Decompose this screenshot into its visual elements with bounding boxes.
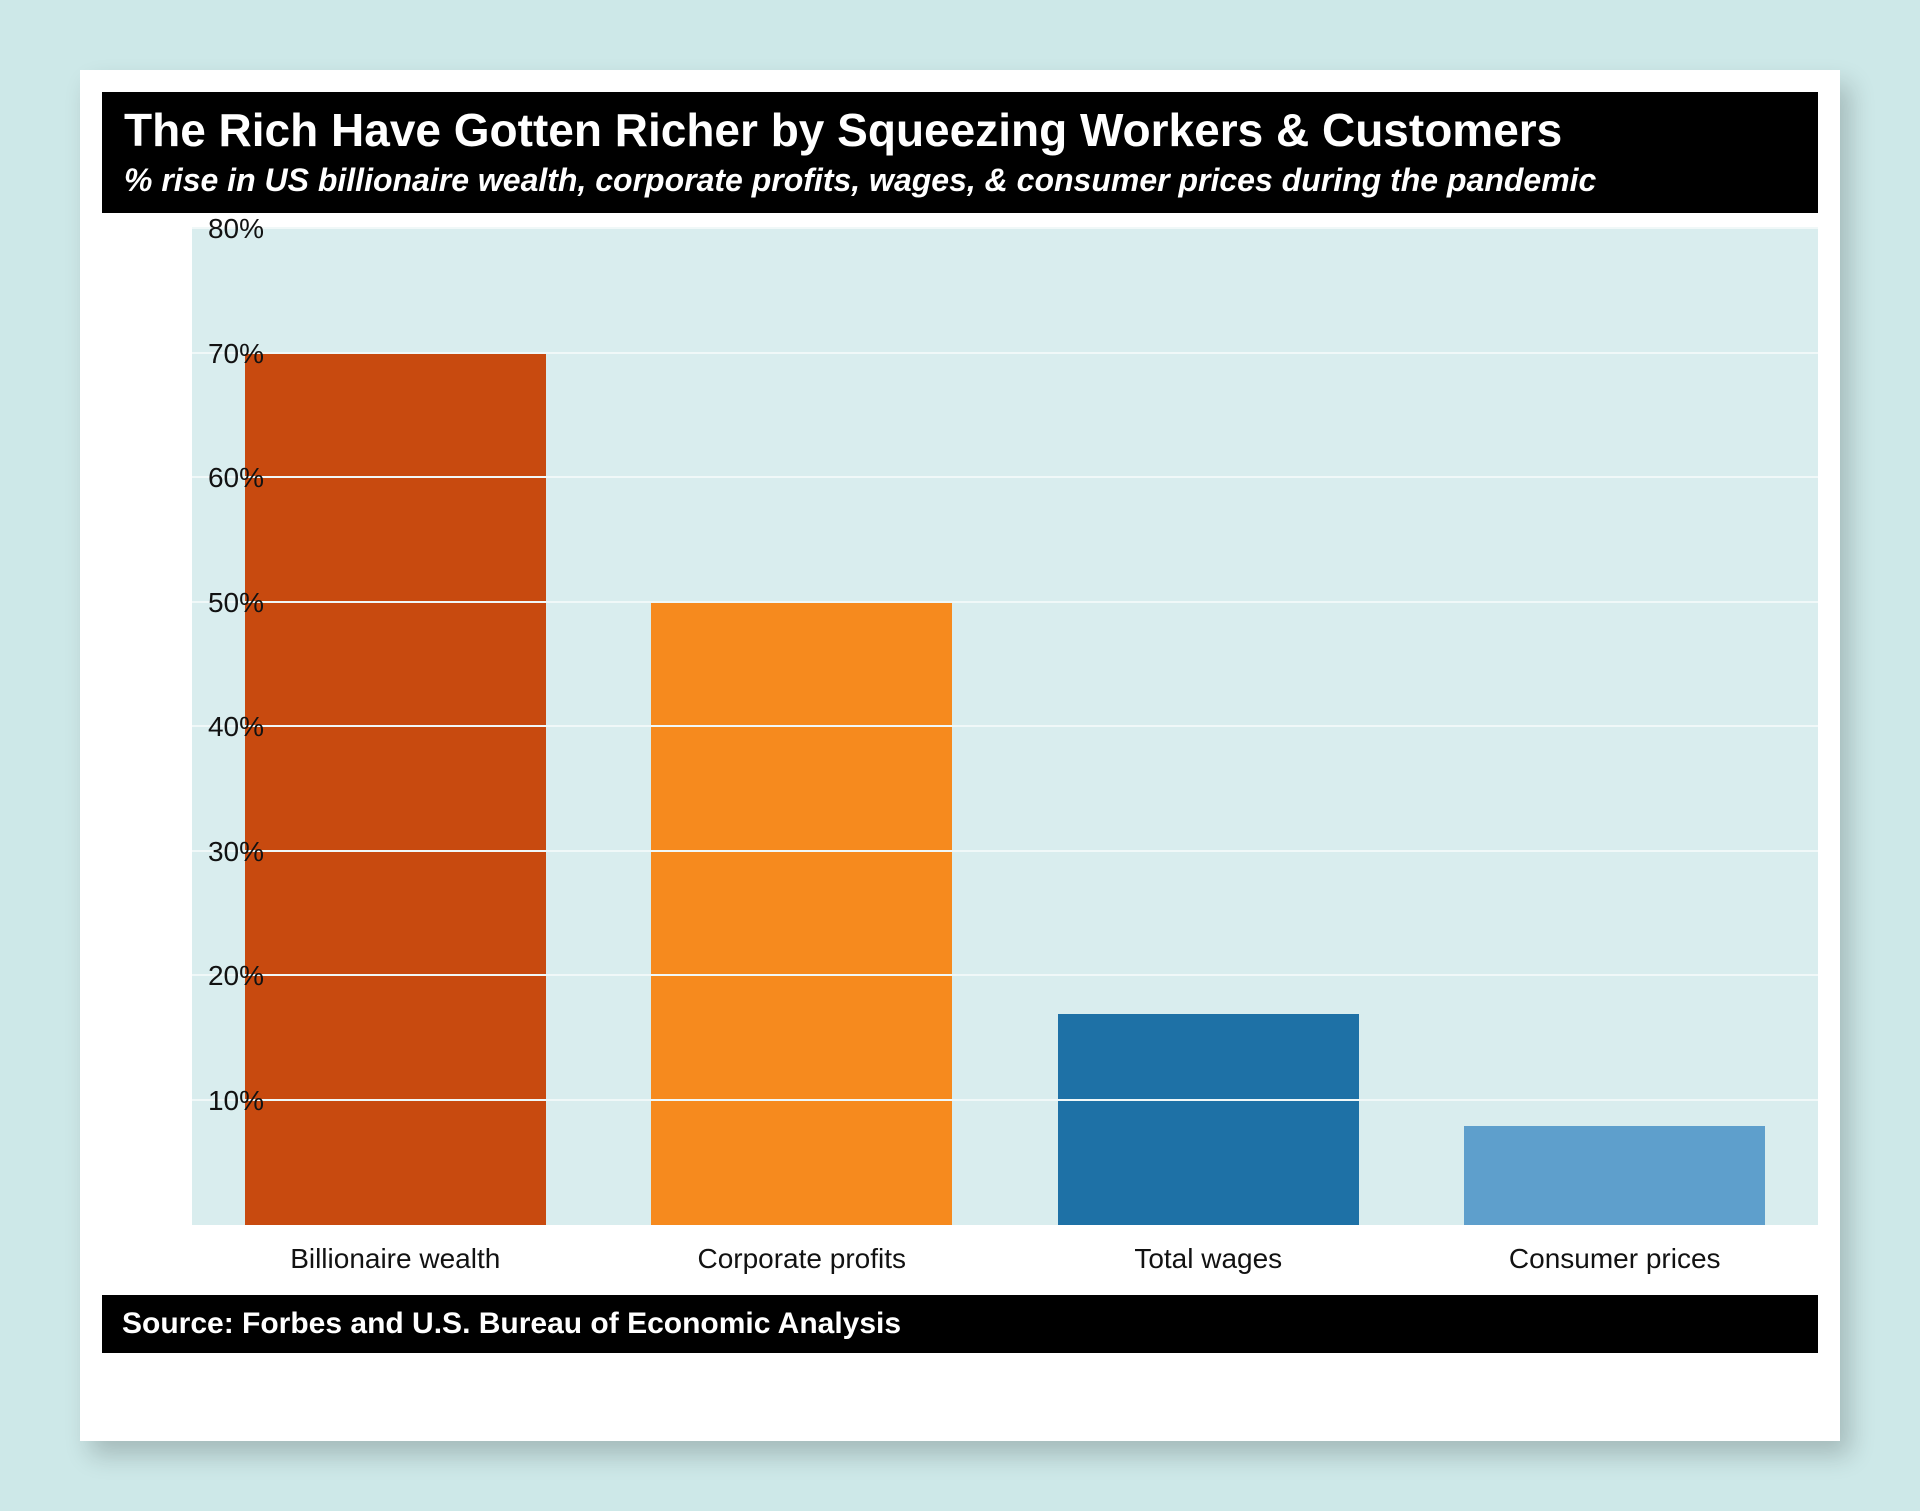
bar — [245, 354, 546, 1226]
gridline — [192, 476, 1818, 478]
gridline — [192, 974, 1818, 976]
bar-slot — [599, 229, 1006, 1225]
chart-subtitle: % rise in US billionaire wealth, corpora… — [124, 161, 1796, 199]
y-tick-label: 50% — [204, 587, 264, 619]
y-tick-label: 20% — [204, 960, 264, 992]
bar — [1058, 1014, 1359, 1226]
source-bar: Source: Forbes and U.S. Bureau of Econom… — [102, 1295, 1818, 1353]
x-axis-labels: Billionaire wealthCorporate profitsTotal… — [192, 1225, 1818, 1289]
y-tick-label: 40% — [204, 711, 264, 743]
x-axis-label: Corporate profits — [599, 1225, 1006, 1275]
y-tick-label: 60% — [204, 462, 264, 494]
x-axis-label: Consumer prices — [1412, 1225, 1819, 1275]
bar — [651, 603, 952, 1226]
y-tick-label: 10% — [204, 1085, 264, 1117]
gridline — [192, 725, 1818, 727]
title-bar: The Rich Have Gotten Richer by Squeezing… — [102, 92, 1818, 213]
gridline — [192, 352, 1818, 354]
chart-title: The Rich Have Gotten Richer by Squeezing… — [124, 104, 1796, 157]
bar — [1464, 1126, 1765, 1226]
bar-slot — [1005, 229, 1412, 1225]
chart-card: The Rich Have Gotten Richer by Squeezing… — [80, 70, 1840, 1441]
gridline — [192, 850, 1818, 852]
y-tick-label: 70% — [204, 338, 264, 370]
gridline — [192, 1099, 1818, 1101]
plot-area: 10%20%30%40%50%60%70%80% — [192, 229, 1818, 1225]
gridline — [192, 601, 1818, 603]
x-axis-label: Billionaire wealth — [192, 1225, 599, 1275]
y-tick-label: 30% — [204, 836, 264, 868]
x-axis-label: Total wages — [1005, 1225, 1412, 1275]
bar-slot — [1412, 229, 1819, 1225]
page: The Rich Have Gotten Richer by Squeezing… — [0, 0, 1920, 1511]
chart-area: 10%20%30%40%50%60%70%80% Billionaire wea… — [102, 219, 1818, 1289]
gridline — [192, 227, 1818, 229]
y-tick-label: 80% — [204, 213, 264, 245]
bars-container — [192, 229, 1818, 1225]
source-text: Source: Forbes and U.S. Bureau of Econom… — [122, 1307, 901, 1340]
